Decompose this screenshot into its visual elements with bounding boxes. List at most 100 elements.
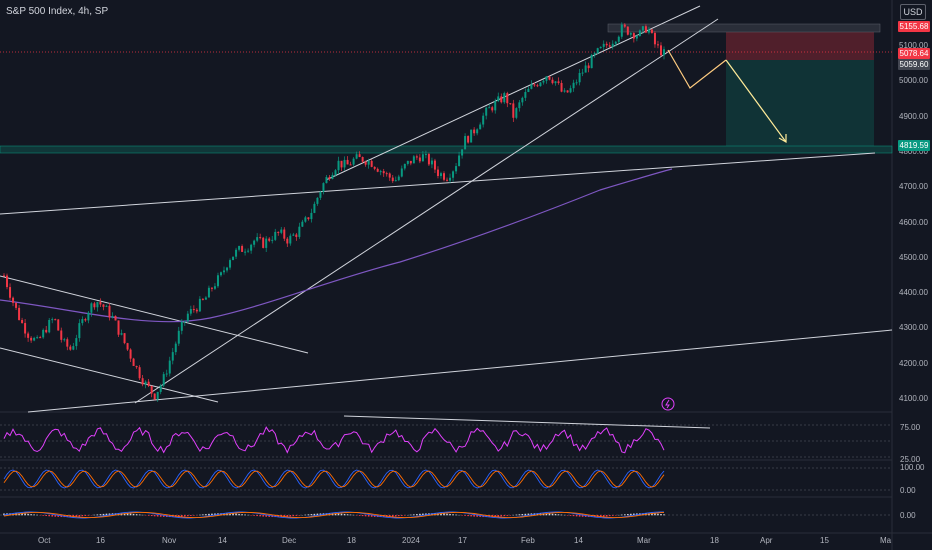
macd-histogram-bar xyxy=(36,514,38,516)
macd-histogram-bar xyxy=(304,514,307,516)
candle-body xyxy=(223,270,225,273)
macd-histogram-bar xyxy=(259,515,261,517)
candle-body xyxy=(340,160,343,168)
candle-body xyxy=(599,46,602,49)
candle-body xyxy=(635,36,638,39)
macd-histogram-bar xyxy=(657,513,659,516)
candle-body xyxy=(641,26,644,31)
candle-body xyxy=(313,203,316,213)
macd-histogram-bar xyxy=(503,515,506,517)
macd-histogram-bar xyxy=(75,515,78,517)
candle-body xyxy=(424,154,427,156)
price-label: 5078.64 xyxy=(898,48,930,59)
rsi-pane xyxy=(0,415,892,458)
candle-body xyxy=(268,238,271,241)
macd-histogram-bar xyxy=(367,515,370,517)
stoch-d-line xyxy=(3,470,665,488)
candle-body xyxy=(518,102,521,109)
candle-body xyxy=(452,171,455,178)
candle-body xyxy=(186,313,189,322)
y-axis-tick: 4900.00 xyxy=(899,111,928,121)
candle-body xyxy=(663,49,665,56)
candle-body xyxy=(108,305,111,318)
macd-histogram-bar xyxy=(241,514,243,516)
macd-histogram-bar xyxy=(548,513,551,516)
macd-histogram-bar xyxy=(190,515,192,516)
macd-histogram-bar xyxy=(162,515,165,517)
candle-body xyxy=(183,321,186,323)
macd-histogram-bar xyxy=(560,514,563,516)
macd-histogram-bar xyxy=(497,515,500,517)
candle-body xyxy=(138,367,141,379)
support-zone[interactable] xyxy=(0,145,893,154)
x-axis-tick: 14 xyxy=(218,536,227,545)
macd-histogram-bar xyxy=(557,514,560,516)
candle-body xyxy=(569,88,572,93)
candle-body xyxy=(171,352,174,361)
macd-histogram-bar xyxy=(621,514,623,516)
macd-histogram-bar xyxy=(346,514,349,516)
macd-histogram-bar xyxy=(132,513,135,516)
candle-body xyxy=(132,358,135,366)
candle-body xyxy=(153,393,156,400)
macd-histogram-bar xyxy=(388,515,391,517)
long-trend-line-1 xyxy=(0,152,876,215)
macd-histogram-bar xyxy=(446,513,448,516)
candle-body xyxy=(105,305,108,307)
macd-histogram-bar xyxy=(159,515,162,517)
indicator-level-label: 75.00 xyxy=(900,423,921,432)
candle-body xyxy=(554,81,557,84)
macd-histogram-bar xyxy=(566,515,569,516)
macd-histogram-bar xyxy=(105,513,108,516)
candle-body xyxy=(611,43,614,47)
candle-body xyxy=(18,307,21,320)
macd-histogram-bar xyxy=(515,514,518,516)
macd-histogram-bar xyxy=(455,514,457,516)
x-axis-tick: 17 xyxy=(458,536,467,545)
candle-body xyxy=(295,234,298,237)
candle-body xyxy=(48,319,51,333)
price-label: 5059.60 xyxy=(898,59,930,70)
macd-histogram-bar xyxy=(129,513,132,516)
macd-histogram-bar xyxy=(126,513,129,516)
target-zone-box[interactable] xyxy=(726,60,874,146)
candle-body xyxy=(629,33,632,35)
candle-body xyxy=(277,231,280,233)
macd-histogram-bar xyxy=(81,515,84,517)
macd-histogram-bar xyxy=(500,515,503,517)
candle-body xyxy=(349,164,352,166)
macd-histogram-bar xyxy=(611,515,614,516)
candle-body xyxy=(147,381,150,386)
candle-body xyxy=(81,319,84,324)
macd-histogram-bar xyxy=(78,515,81,517)
macd-histogram-bar xyxy=(452,514,454,516)
candle-body xyxy=(509,103,512,105)
macd-histogram-bar xyxy=(256,515,258,517)
macd-histogram-bar xyxy=(506,515,509,516)
candle-body xyxy=(497,96,500,102)
macd-histogram-bar xyxy=(581,515,584,517)
indicator-level-label: 100.00 xyxy=(900,463,925,472)
candle-body xyxy=(515,108,518,118)
macd-histogram-bar xyxy=(135,514,138,516)
candle-body xyxy=(563,90,566,92)
currency-button[interactable]: USD xyxy=(900,4,926,20)
candle-body xyxy=(367,160,370,165)
macd-histogram-bar xyxy=(590,515,593,518)
stoch-k-line xyxy=(3,469,665,489)
macd-histogram-bar xyxy=(401,515,403,516)
macd-histogram-bar xyxy=(569,515,572,516)
candle-body xyxy=(617,36,620,42)
lightning-icon[interactable] xyxy=(661,397,675,411)
macd-histogram-bar xyxy=(614,515,617,516)
macd-histogram-bar xyxy=(373,515,376,517)
candle-body xyxy=(644,26,647,33)
macd-histogram-bar xyxy=(509,515,512,516)
y-axis-tick: 4400.00 xyxy=(899,288,928,298)
candle-body xyxy=(500,96,503,103)
resistance-box[interactable] xyxy=(607,23,881,33)
y-axis-tick: 4600.00 xyxy=(899,217,928,227)
macd-histogram-bar xyxy=(578,515,581,517)
macd-histogram-bar xyxy=(30,514,32,516)
